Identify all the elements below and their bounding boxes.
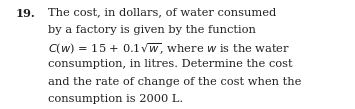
Text: The cost, in dollars, of water consumed: The cost, in dollars, of water consumed bbox=[48, 8, 276, 18]
Text: by a factory is given by the function: by a factory is given by the function bbox=[48, 25, 256, 35]
Text: consumption, in litres. Determine the cost: consumption, in litres. Determine the co… bbox=[48, 59, 293, 69]
Text: $\it{C}$($\it{w}$) = 15 + 0.1$\sqrt{\it{w}}$, where $\it{w}$ is the water: $\it{C}$($\it{w}$) = 15 + 0.1$\sqrt{\it{… bbox=[48, 42, 290, 57]
Text: consumption is 2000 L.: consumption is 2000 L. bbox=[48, 94, 183, 104]
Text: and the rate of change of the cost when the: and the rate of change of the cost when … bbox=[48, 77, 301, 87]
Text: 19.: 19. bbox=[16, 8, 36, 19]
